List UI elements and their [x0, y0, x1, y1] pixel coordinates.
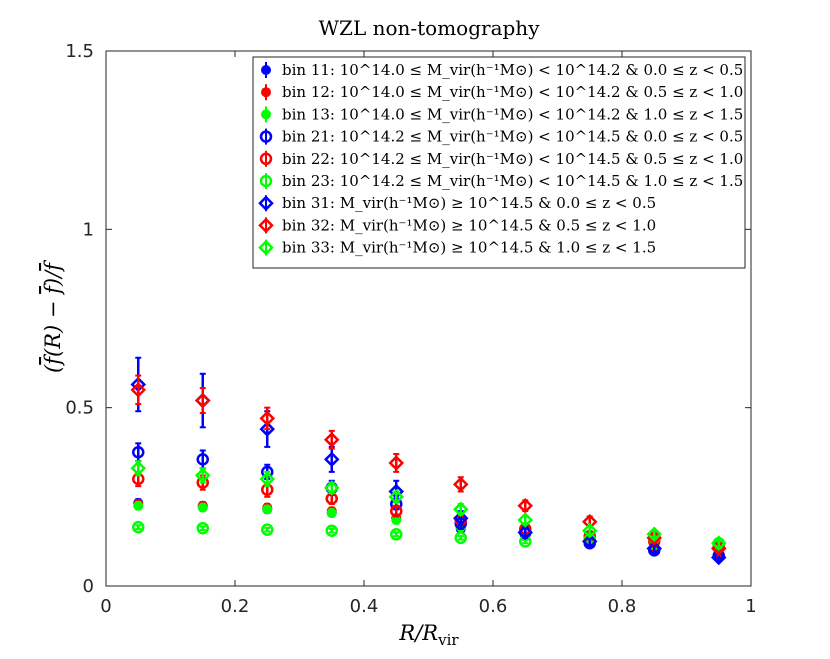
chart-title: WZL non-tomography	[318, 16, 540, 40]
legend-label: bin 22: 10^14.2 ≤ M_vir(h⁻¹M⊙) < 10^14.5…	[282, 150, 743, 168]
data-point	[130, 382, 147, 398]
x-tick-label: 0.6	[479, 596, 508, 617]
data-point	[517, 524, 534, 541]
legend-box	[252, 56, 746, 269]
legend-entry: bin 31: M_vir(h⁻¹M⊙) ≥ 10^14.5 & 0.0 ≤ z…	[258, 194, 656, 212]
svg-text:(f(R) − f)/f: (f(R) − f)/f	[41, 260, 65, 373]
legend-entry: bin 11: 10^14.0 ≤ M_vir(h⁻¹M⊙) < 10^14.2…	[261, 61, 743, 79]
data-point	[517, 497, 534, 514]
x-tick-label: 0.4	[350, 596, 379, 617]
legend-label: bin 13: 10^14.0 ≤ M_vir(h⁻¹M⊙) < 10^14.2…	[282, 105, 743, 123]
legend-entry: bin 32: M_vir(h⁻¹M⊙) ≥ 10^14.5 & 0.5 ≤ z…	[258, 216, 656, 234]
legend-label: bin 33: M_vir(h⁻¹M⊙) ≥ 10^14.5 & 1.0 ≤ z…	[282, 239, 656, 257]
legend-entry: bin 33: M_vir(h⁻¹M⊙) ≥ 10^14.5 & 1.0 ≤ z…	[258, 239, 656, 257]
legend-label: bin 12: 10^14.0 ≤ M_vir(h⁻¹M⊙) < 10^14.2…	[282, 83, 743, 101]
legend-marker	[258, 195, 274, 211]
data-point	[454, 531, 467, 545]
data-point	[452, 510, 469, 527]
data-point	[388, 489, 405, 505]
legend-label: bin 23: 10^14.2 ≤ M_vir(h⁻¹M⊙) < 10^14.5…	[282, 172, 743, 190]
data-point	[194, 467, 211, 484]
axis-ticks: 0 0.2 0.4 0.6 0.8 1 0 0.5 1 1.5	[65, 41, 756, 617]
data-point	[323, 431, 340, 448]
data-point	[646, 526, 663, 543]
plot-frame	[105, 50, 752, 587]
data-point	[196, 453, 209, 466]
data-point	[133, 500, 144, 511]
data-point	[391, 515, 402, 526]
data-point	[646, 540, 663, 557]
data-point	[197, 502, 208, 513]
legend-marker	[261, 65, 271, 75]
data-point	[323, 451, 340, 468]
y-tick-label: 0.5	[65, 398, 94, 419]
data-point	[710, 549, 727, 566]
data-point	[259, 410, 276, 427]
data-point	[259, 471, 276, 487]
x-tick-label: 1	[745, 596, 756, 617]
data-point	[130, 460, 147, 477]
legend-label: bin 21: 10^14.2 ≤ M_vir(h⁻¹M⊙) < 10^14.5…	[282, 128, 743, 146]
data-point	[390, 504, 403, 518]
y-axis-label: (f(R) − f)/f	[41, 260, 65, 373]
legend-entry: bin 21: 10^14.2 ≤ M_vir(h⁻¹M⊙) < 10^14.5…	[259, 128, 743, 146]
legend-marker	[261, 87, 271, 98]
y-tick-label: 0	[83, 576, 94, 597]
y-tick-label: 1.5	[65, 41, 94, 62]
data-point	[262, 504, 273, 515]
legend-entry: bin 23: 10^14.2 ≤ M_vir(h⁻¹M⊙) < 10^14.5…	[259, 172, 743, 190]
data-point	[132, 520, 145, 534]
legend-entry: bin 12: 10^14.0 ≤ M_vir(h⁻¹M⊙) < 10^14.2…	[261, 83, 743, 101]
data-point	[323, 480, 340, 496]
legend-marker	[258, 239, 274, 256]
legend-label: bin 31: M_vir(h⁻¹M⊙) ≥ 10^14.5 & 0.0 ≤ z…	[282, 194, 656, 212]
legend-label: bin 32: M_vir(h⁻¹M⊙) ≥ 10^14.5 & 0.5 ≤ z…	[282, 216, 656, 234]
x-tick-label: 0.8	[608, 596, 637, 617]
data-point	[581, 533, 598, 550]
legend-entry: bin 13: 10^14.0 ≤ M_vir(h⁻¹M⊙) < 10^14.2…	[261, 105, 743, 123]
x-tick-label: 0.2	[221, 596, 250, 617]
data-point	[194, 392, 211, 409]
data-point	[132, 446, 145, 459]
data-point	[325, 524, 338, 537]
data-point	[581, 522, 598, 539]
legend-label: bin 11: 10^14.0 ≤ M_vir(h⁻¹M⊙) < 10^14.2…	[282, 61, 743, 79]
legend: bin 11: 10^14.0 ≤ M_vir(h⁻¹M⊙) < 10^14.2…	[252, 56, 746, 269]
data-point	[390, 528, 403, 541]
data-point	[517, 512, 534, 528]
legend-marker	[258, 217, 274, 234]
data-point	[710, 535, 727, 551]
y-tick-label: 1	[83, 219, 94, 240]
legend-marker	[259, 152, 273, 166]
legend-marker	[261, 109, 271, 120]
data-point	[452, 476, 469, 493]
x-tick-label: 0	[100, 596, 111, 617]
legend-marker	[259, 130, 273, 143]
data-point	[196, 521, 209, 535]
data-point	[452, 501, 469, 518]
data-point	[326, 507, 337, 518]
data-point	[261, 523, 274, 536]
data-points	[130, 356, 727, 566]
svg-text:R/Rvir: R/Rvir	[398, 621, 459, 649]
legend-marker	[259, 174, 273, 188]
data-point	[388, 455, 405, 471]
legend-entry: bin 22: 10^14.2 ≤ M_vir(h⁻¹M⊙) < 10^14.5…	[259, 150, 743, 168]
data-point	[259, 421, 276, 437]
x-axis-label: R/Rvir	[398, 621, 459, 649]
